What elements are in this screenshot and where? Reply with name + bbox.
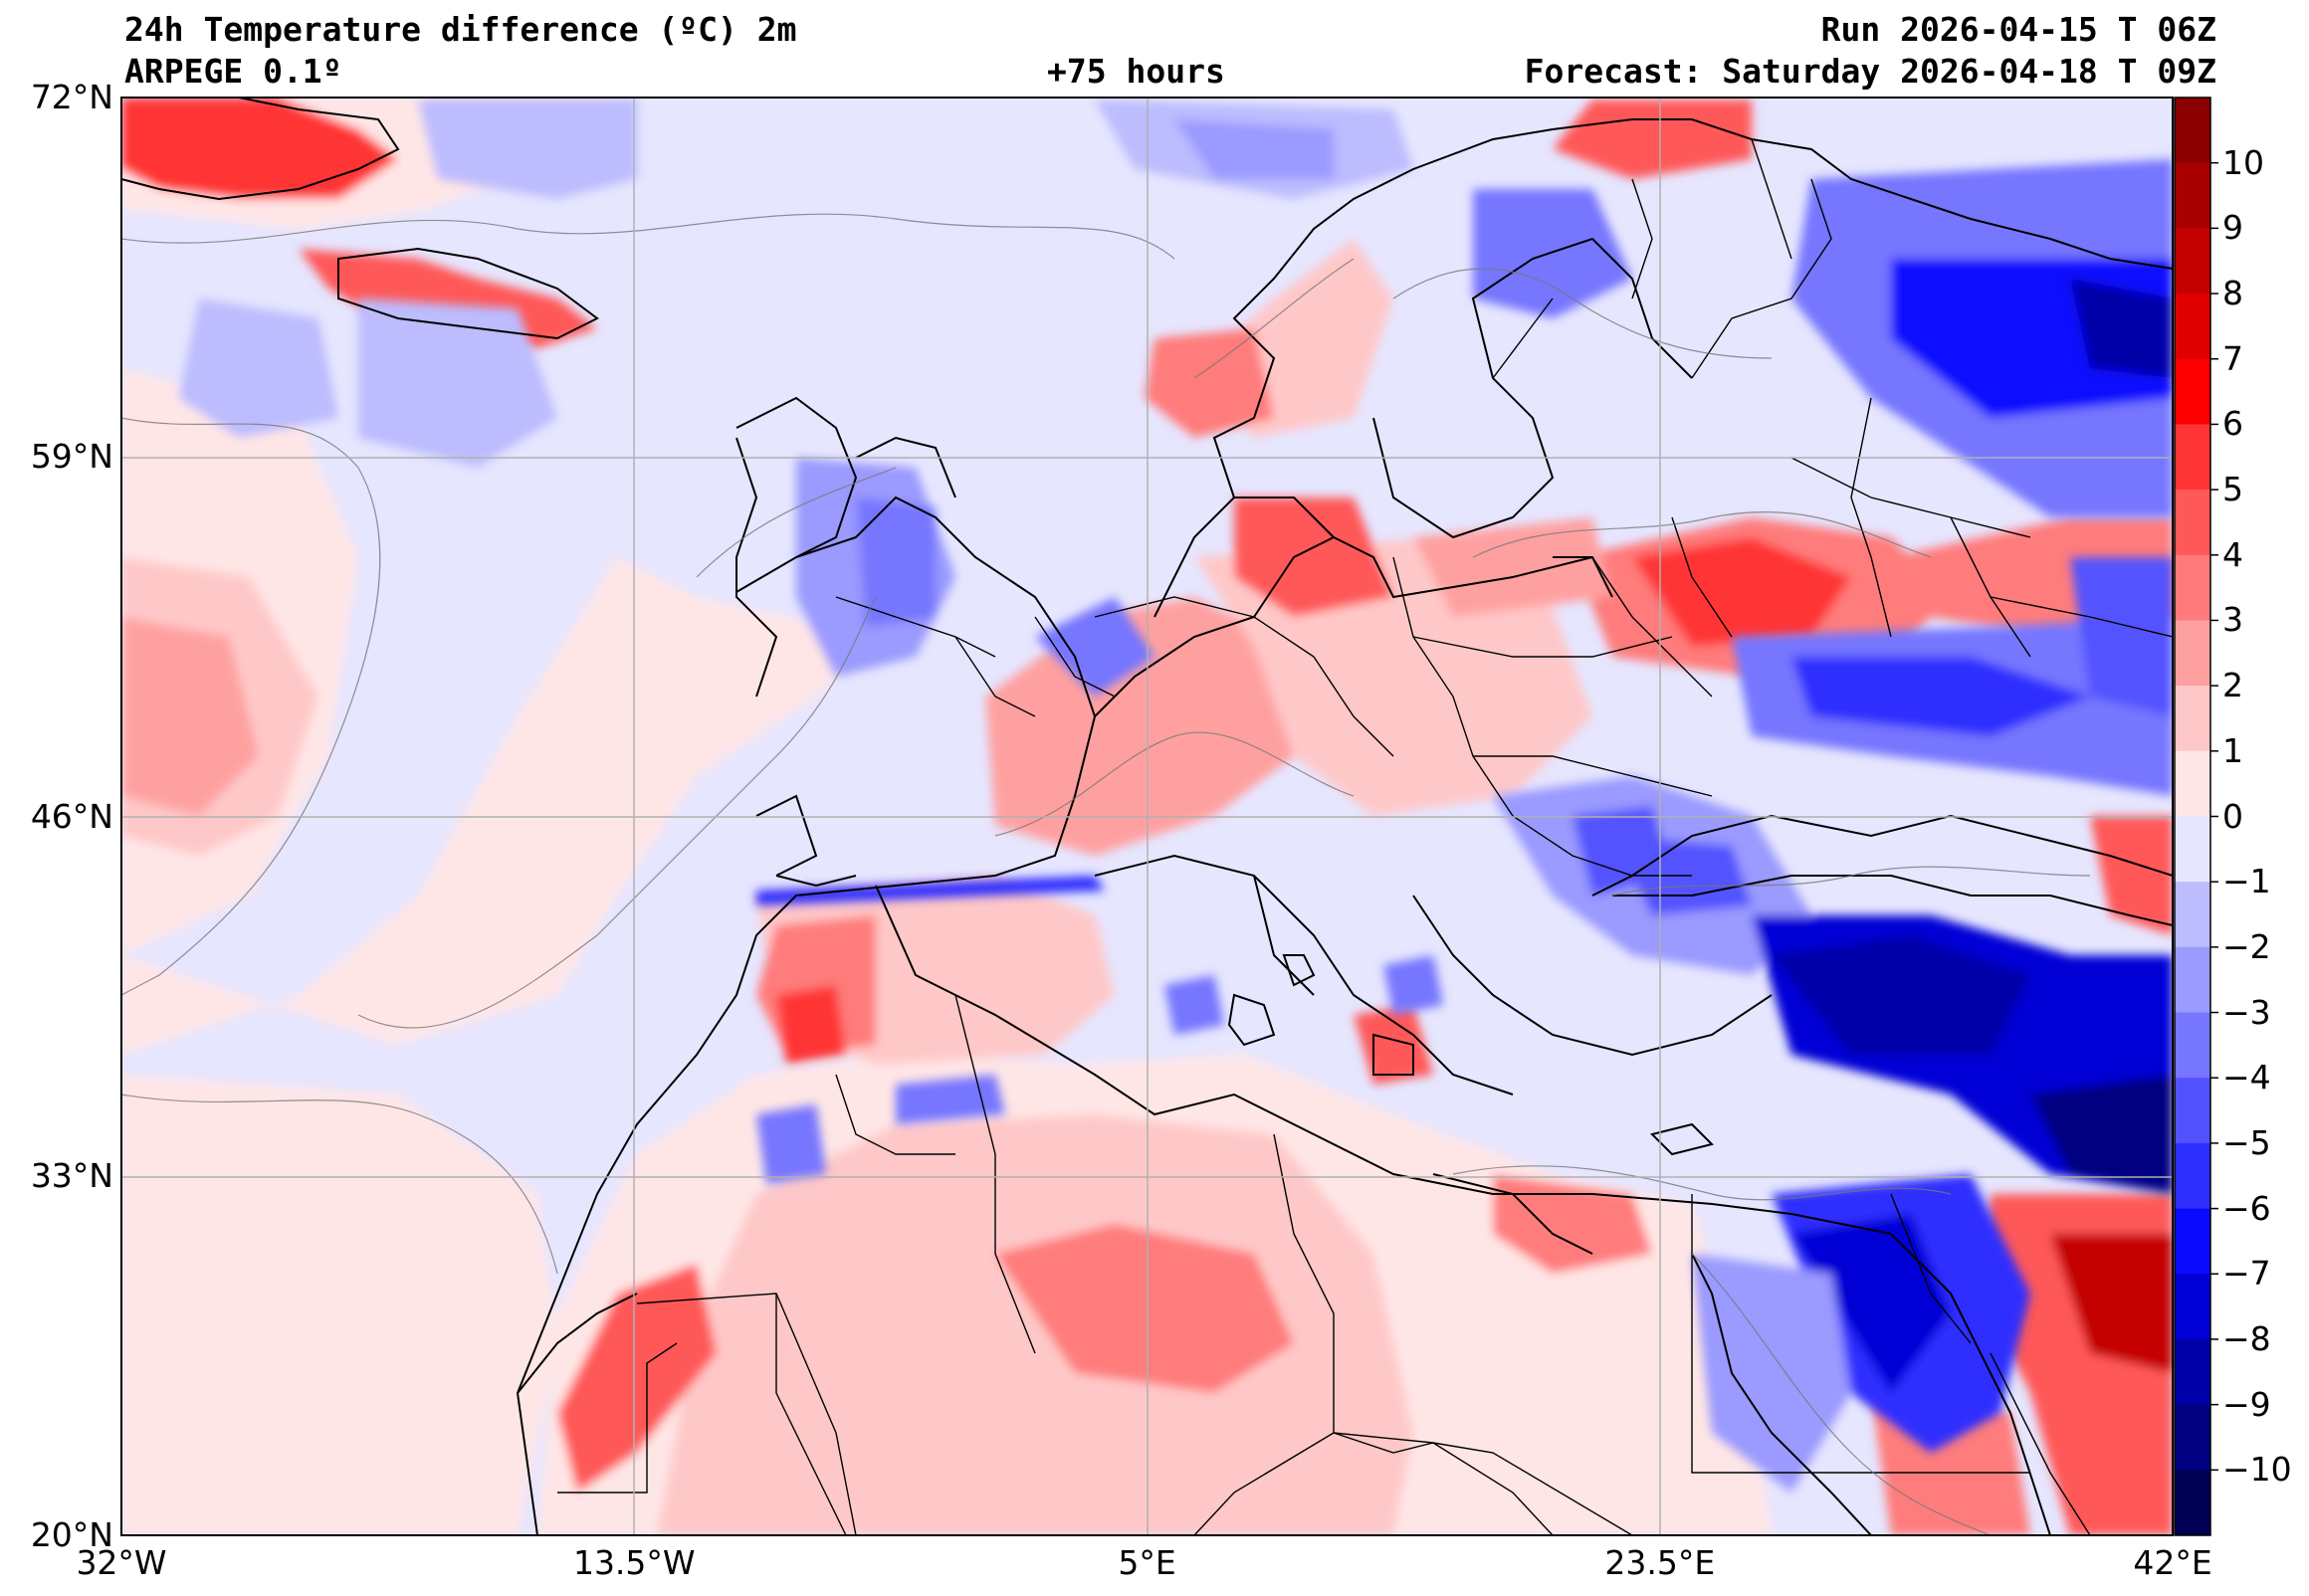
colorbar-tick-label: 8 — [2222, 274, 2243, 313]
lat-label: 72°N — [30, 78, 113, 116]
colorbar-tick-label: 5 — [2222, 470, 2243, 509]
lat-label: 59°N — [30, 437, 113, 477]
colorbar-segment — [2175, 1078, 2210, 1144]
colorbar-tick-label: 0 — [2222, 796, 2243, 836]
lon-label: 32°W — [76, 1543, 167, 1582]
colorbar-tick-label: −8 — [2222, 1318, 2271, 1358]
colorbar-tick-label: −6 — [2222, 1188, 2271, 1228]
colorbar-segment — [2175, 1208, 2210, 1275]
graticule — [121, 98, 2173, 1535]
colorbar-tick-label: −3 — [2222, 992, 2271, 1032]
colorbar-segment — [2175, 294, 2210, 360]
lead-time: +75 hours — [1047, 52, 1225, 91]
colorbar-segment — [2175, 686, 2210, 752]
colorbar-tick-label: −10 — [2222, 1450, 2292, 1490]
run-time: Run 2026-04-15 T 06Z — [1820, 10, 2216, 49]
colorbar-tick-label: 7 — [2222, 338, 2243, 378]
colorbar-tick-label: 2 — [2222, 666, 2243, 705]
colorbar-tick-label: 3 — [2222, 600, 2243, 640]
colorbar-segment — [2175, 620, 2210, 687]
colorbar-tick-label: −1 — [2222, 862, 2271, 901]
lon-label: 42°E — [2133, 1543, 2212, 1582]
lon-label: 13.5°W — [572, 1543, 696, 1582]
forecast-time: Forecast: Saturday 2026-04-18 T 09Z — [1524, 52, 2216, 91]
colorbar-segment — [2175, 424, 2210, 491]
map-title: 24h Temperature difference (ºC) 2m — [124, 10, 797, 49]
colorbar-tick-label: −2 — [2222, 926, 2271, 966]
colorbar-ticks — [2210, 161, 2218, 1472]
lon-label: 23.5°E — [1604, 1543, 1716, 1582]
colorbar-segment — [2175, 882, 2210, 948]
colorbar-tick-label: −4 — [2222, 1058, 2271, 1097]
colorbar-segment — [2175, 490, 2210, 556]
colorbar-tick-label: 6 — [2222, 404, 2243, 444]
colorbar-segment — [2175, 1470, 2210, 1536]
lat-label: 46°N — [30, 796, 113, 836]
lat-label: 33°N — [30, 1155, 113, 1195]
model-name: ARPEGE 0.1º — [124, 52, 342, 91]
colorbar-segment — [2175, 1404, 2210, 1471]
lat-label: 20°N — [30, 1515, 113, 1554]
colorbar-segment — [2175, 1012, 2210, 1079]
warm-anomaly-areas — [121, 98, 2173, 1535]
colorbar-segment — [2175, 1274, 2210, 1340]
colorbar-tick-label: 10 — [2222, 142, 2264, 182]
colorbar-segment — [2175, 750, 2210, 817]
colorbar-segment — [2175, 162, 2210, 229]
country-borders — [557, 138, 2173, 1535]
zero-contours — [121, 213, 2091, 1535]
colorbar-segment — [2175, 98, 2210, 164]
lon-label: 5°E — [1118, 1543, 1176, 1582]
colorbar-tick-label: −5 — [2222, 1122, 2271, 1162]
colorbar-segment — [2175, 1142, 2210, 1210]
colorbar — [2175, 98, 2210, 1536]
colorbar-tick-label: 1 — [2222, 730, 2243, 770]
colorbar-tick-label: −7 — [2222, 1254, 2271, 1294]
colorbar-segment — [2175, 1338, 2210, 1406]
colorbar-tick-label: −9 — [2222, 1384, 2271, 1424]
colorbar-segment — [2175, 554, 2210, 621]
map-frame — [120, 97, 2174, 1536]
colorbar-segment — [2175, 358, 2210, 425]
colorbar-segment — [2175, 228, 2210, 295]
colorbar-tick-label: 9 — [2222, 208, 2243, 248]
colorbar-segment — [2175, 816, 2210, 883]
colorbar-segment — [2175, 946, 2210, 1014]
colorbar-tick-label: 4 — [2222, 534, 2243, 574]
